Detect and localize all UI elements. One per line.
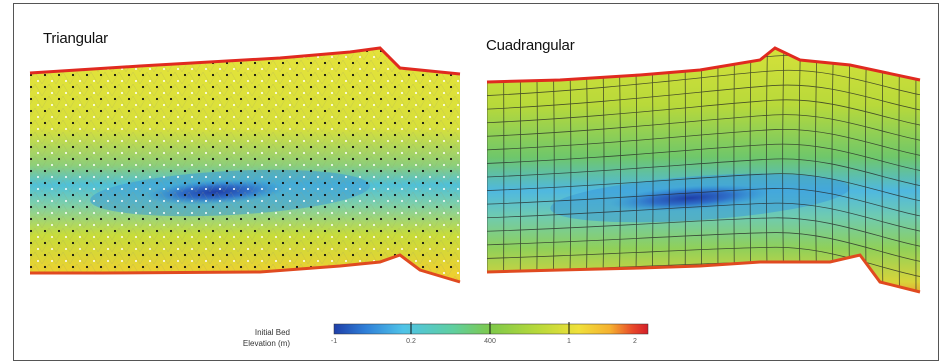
mesh-row-line <box>487 173 920 202</box>
legend-tick-label: 2 <box>633 338 637 345</box>
mesh-row-line <box>487 99 920 126</box>
mesh-row-line <box>487 114 920 141</box>
legend-tick-label: 0.2 <box>406 338 416 345</box>
triangular-mesh-title: Triangular <box>43 30 108 47</box>
legend-tick-label: -1 <box>330 338 338 345</box>
quadrilateral-mesh-title: Cuadrangular <box>486 37 575 54</box>
mesh-row-line <box>487 202 920 232</box>
mesh-row-line <box>487 188 920 217</box>
mesh-row-line <box>487 246 920 278</box>
mesh-row-line <box>487 84 920 111</box>
elevation-legend-colorbar <box>333 322 649 335</box>
mesh-row-line <box>487 128 920 157</box>
mesh-row-line <box>487 69 920 96</box>
mesh-row-line <box>487 232 920 263</box>
legend-title-line2: Elevation (m) <box>242 339 290 348</box>
legend-title-line1: Initial Bed <box>254 328 290 337</box>
quadrilateral-mesh-panel <box>486 46 921 294</box>
mesh-row-line <box>487 158 920 187</box>
mesh-row-line <box>487 217 920 247</box>
triangular-mesh-panel <box>29 46 461 284</box>
legend-tick-label: 400 <box>484 338 496 345</box>
mesh-row-line <box>487 143 920 172</box>
legend-tick-label: 1 <box>567 338 571 345</box>
